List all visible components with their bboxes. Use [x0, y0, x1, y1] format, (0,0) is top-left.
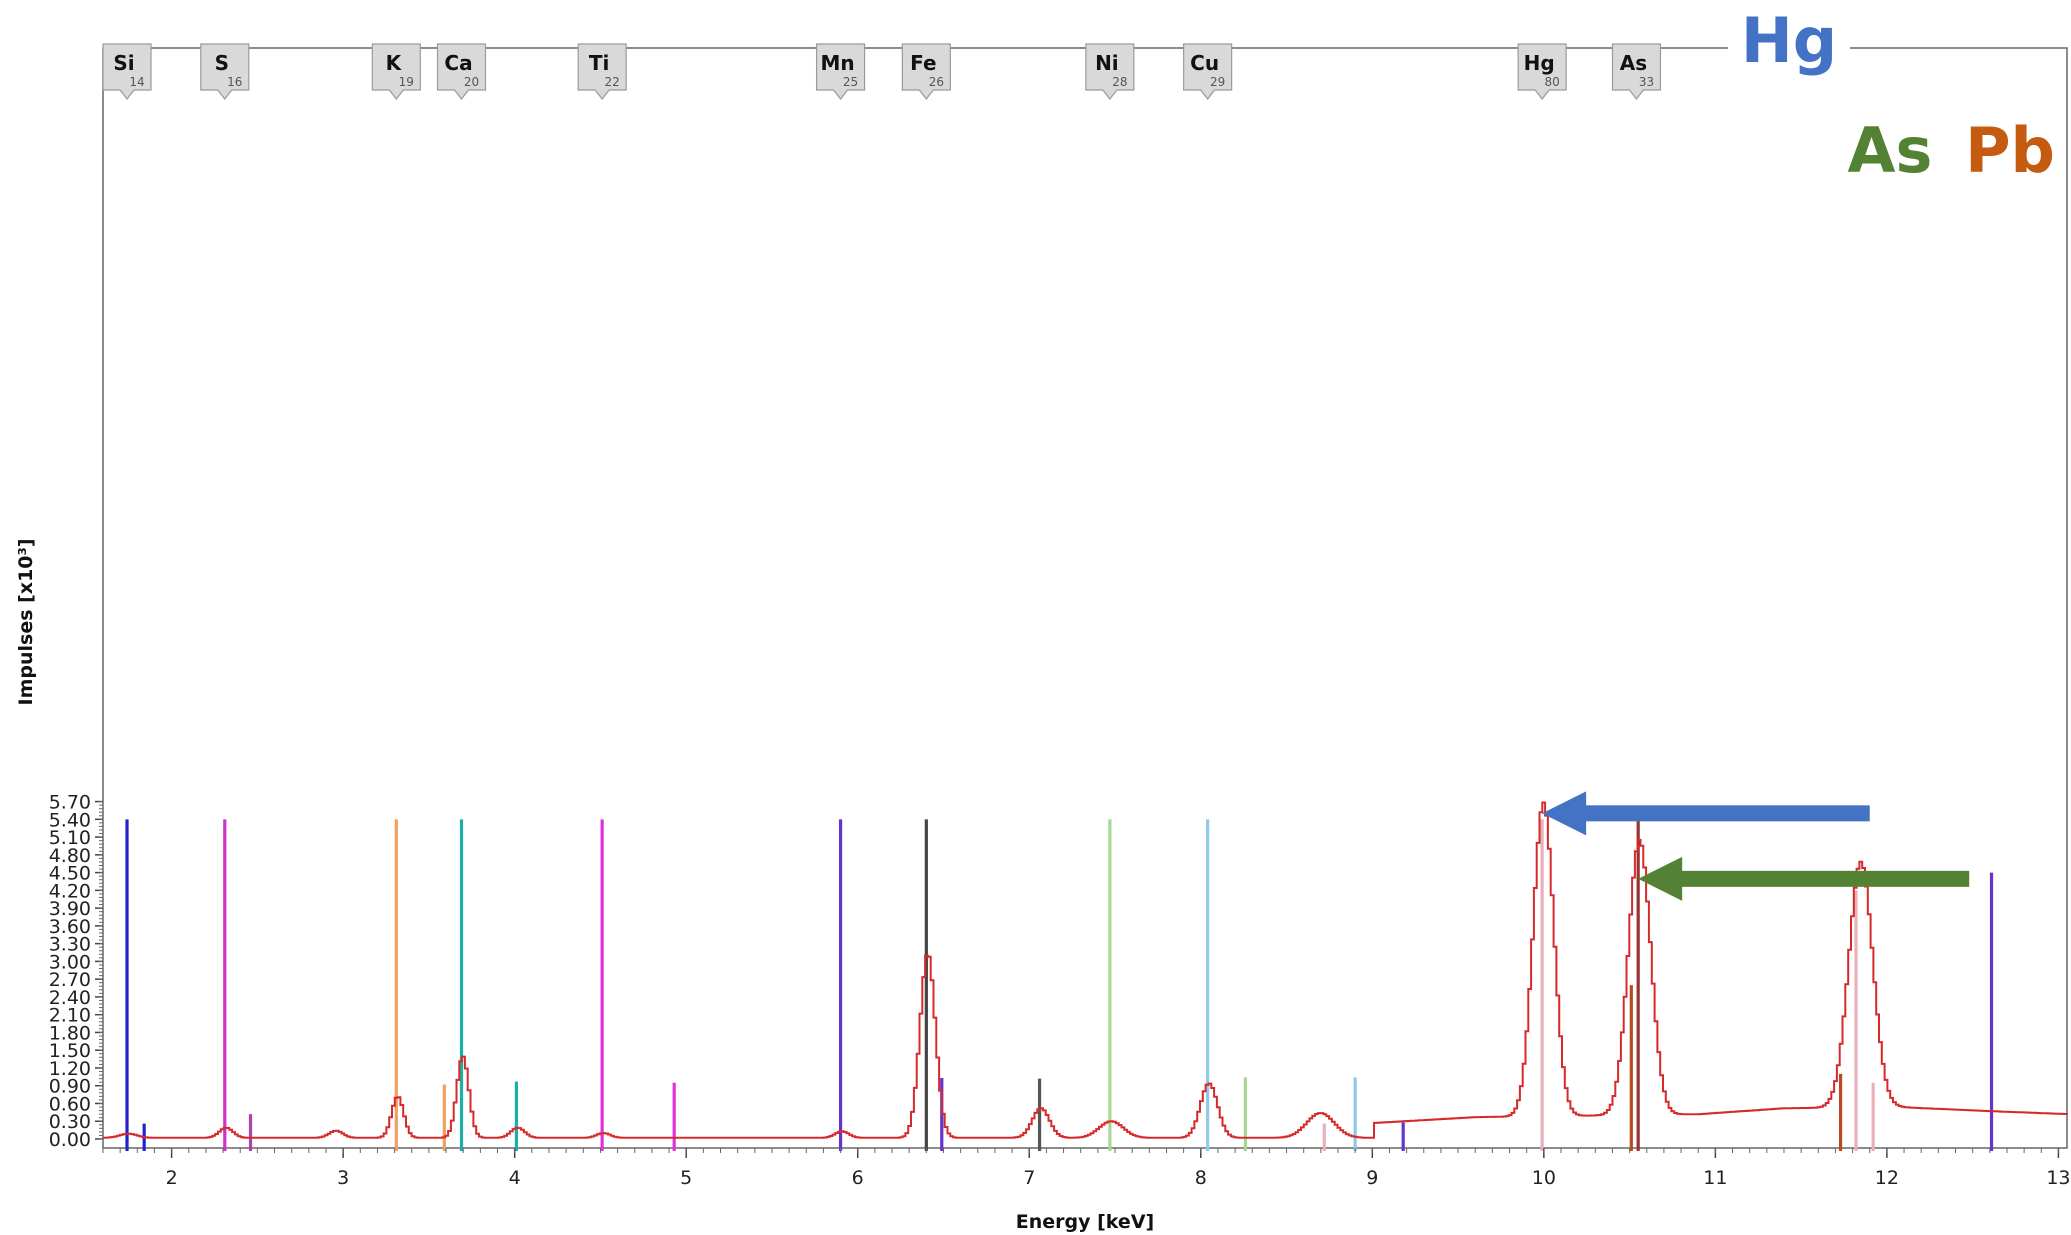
y-tick-label: 5.70 — [49, 792, 91, 814]
as-annotation-label: As — [1848, 114, 1933, 187]
x-tick-label: 9 — [1366, 1167, 1378, 1189]
element-tag-number: 26 — [929, 75, 944, 89]
element-tag-symbol: Fe — [910, 51, 936, 75]
x-tick-label: 5 — [680, 1167, 692, 1189]
x-tick-label: 13 — [2046, 1167, 2070, 1189]
x-tick-label: 2 — [166, 1167, 178, 1189]
pb-annotation-label: Pb — [1965, 114, 2055, 187]
element-tag-number: 29 — [1210, 75, 1225, 89]
x-tick-label: 6 — [852, 1167, 864, 1189]
element-tag-number: 33 — [1639, 75, 1654, 89]
element-tag-symbol: Cu — [1190, 51, 1219, 75]
x-axis-title: Energy [keV] — [1016, 1211, 1154, 1233]
element-tag-symbol: Si — [113, 51, 134, 75]
x-tick-label: 7 — [1023, 1167, 1035, 1189]
element-tag-number: 14 — [129, 75, 144, 89]
element-tag-symbol: Ti — [589, 51, 610, 75]
x-tick-label: 8 — [1195, 1167, 1207, 1189]
x-tick-label: 11 — [1703, 1167, 1727, 1189]
element-tag-symbol: S — [215, 51, 229, 75]
element-tag-symbol: Ni — [1095, 51, 1119, 75]
x-tick-label: 10 — [1532, 1167, 1556, 1189]
element-tag-number: 22 — [605, 75, 620, 89]
x-tick-label: 12 — [1875, 1167, 1899, 1189]
element-tag-symbol: K — [386, 51, 403, 75]
element-tag-symbol: Mn — [821, 51, 855, 75]
as-arrow-shaft — [1678, 871, 1969, 887]
hg-arrow-shaft — [1582, 805, 1870, 821]
element-tag-number: 20 — [464, 75, 479, 89]
hg-annotation-label: Hg — [1741, 4, 1837, 77]
x-tick-label: 4 — [509, 1167, 521, 1189]
y-axis-title: Impulses [x10³] — [15, 538, 37, 705]
element-tag-number: 80 — [1544, 75, 1559, 89]
element-tag-symbol: Ca — [444, 51, 472, 75]
element-tag-symbol: Hg — [1524, 51, 1555, 75]
element-tag-number: 25 — [843, 75, 858, 89]
x-tick-label: 3 — [337, 1167, 349, 1189]
element-tag-number: 16 — [227, 75, 242, 89]
element-tag-number: 28 — [1112, 75, 1127, 89]
element-tag-symbol: As — [1620, 51, 1647, 75]
element-tag-number: 19 — [399, 75, 414, 89]
